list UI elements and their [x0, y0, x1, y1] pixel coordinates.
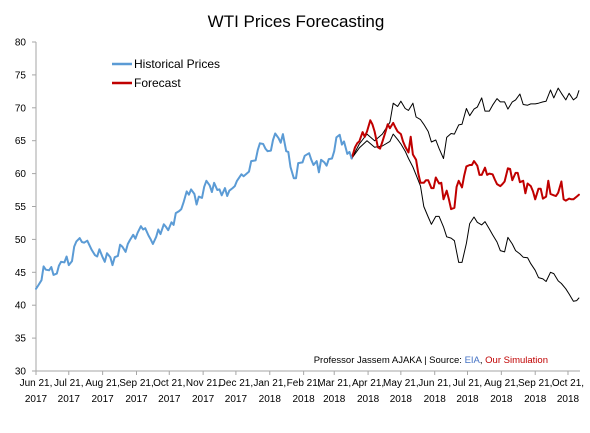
- x-tick-label-month: Jun 21,: [418, 378, 451, 389]
- x-tick-label-year: 2018: [456, 394, 479, 405]
- series-layer: [35, 87, 580, 302]
- x-tick-label-month: Aug 21,: [484, 378, 518, 389]
- x-tick-label-year: 2017: [192, 394, 215, 405]
- x-tick-label-month: Nov 21,: [186, 378, 220, 389]
- x-tick-label-month: May 21,: [383, 378, 419, 389]
- x-tick-label-year: 2018: [259, 394, 282, 405]
- x-tick-label-month: Jan 21,: [253, 378, 286, 389]
- x-tick-label-year: 2018: [293, 394, 316, 405]
- y-tick-label: 60: [15, 169, 27, 180]
- credit-separator: ,: [480, 355, 485, 366]
- legend-historical-label: Historical Prices: [134, 57, 220, 71]
- y-tick-label: 40: [15, 301, 27, 312]
- y-tick-label: 70: [15, 103, 27, 114]
- x-tick-label-month: Sep 21,: [119, 378, 153, 389]
- y-tick-label: 80: [15, 38, 27, 49]
- x-tick-label-year: 2017: [92, 394, 115, 405]
- x-axis: Jun 21, 2017 Jul 21, 2017 Aug 21, 2017 Sep 21,…: [20, 371, 584, 405]
- x-tick-label-year: 2017: [58, 394, 81, 405]
- x-tick-label-year: 2018: [557, 394, 580, 405]
- x-tick-label-month: Aug 21,: [85, 378, 119, 389]
- x-tick-label-year: 2017: [125, 394, 148, 405]
- y-tick-label: 30: [15, 367, 27, 378]
- credit-source-simulation: Our Simulation: [485, 355, 548, 366]
- upper-bound-line: [351, 87, 580, 159]
- y-tick-label: 50: [15, 235, 27, 246]
- y-tick-label: 75: [15, 70, 27, 81]
- x-tick-label-month: Mar 21,: [317, 378, 351, 389]
- forecast-line: [350, 119, 580, 211]
- lower-bound-line: [351, 133, 580, 302]
- x-tick-label-month: Jul 21,: [54, 378, 83, 389]
- x-tick-label-year: 2017: [225, 394, 248, 405]
- y-tick-label: 35: [15, 334, 27, 345]
- source-annotation: Professor Jassem AJAKA | Source: EIA, Ou…: [314, 355, 548, 366]
- y-axis: 30 35 40 45 50 55 60 65 70 75 80: [15, 38, 36, 378]
- x-tick-label-month: Apr 21,: [352, 378, 384, 389]
- x-tick-label-month: Jul 21,: [453, 378, 482, 389]
- x-tick-label-year: 2018: [390, 394, 413, 405]
- x-tick-label-year: 2018: [524, 394, 547, 405]
- x-tick-label-month: Jun 21,: [20, 378, 53, 389]
- y-tick-label: 55: [15, 202, 27, 213]
- y-tick-label: 65: [15, 136, 27, 147]
- x-tick-label-year: 2017: [158, 394, 181, 405]
- x-tick-label-year: 2018: [424, 394, 447, 405]
- chart-title: WTI Prices Forecasting: [208, 12, 385, 31]
- x-tick-label-year: 2018: [490, 394, 513, 405]
- x-tick-label-month: Oct 21,: [552, 378, 584, 389]
- x-tick-label-year: 2017: [25, 394, 48, 405]
- x-tick-label-month: Dec 21,: [219, 378, 253, 389]
- credit-prefix: Professor Jassem AJAKA | Source:: [314, 355, 465, 366]
- x-tick-label-year: 2018: [357, 394, 380, 405]
- y-tick-label: 45: [15, 268, 27, 279]
- x-tick-label-month: Feb 21,: [287, 378, 321, 389]
- x-tick-label-year: 2018: [323, 394, 346, 405]
- x-tick-label-month: Oct 21,: [153, 378, 185, 389]
- legend-forecast-label: Forecast: [134, 76, 181, 90]
- x-tick-label-month: Sep 21,: [518, 378, 552, 389]
- legend: Historical Prices Forecast: [112, 57, 220, 90]
- credit-source-eia: EIA: [465, 355, 481, 366]
- historical-prices-line: [35, 132, 353, 290]
